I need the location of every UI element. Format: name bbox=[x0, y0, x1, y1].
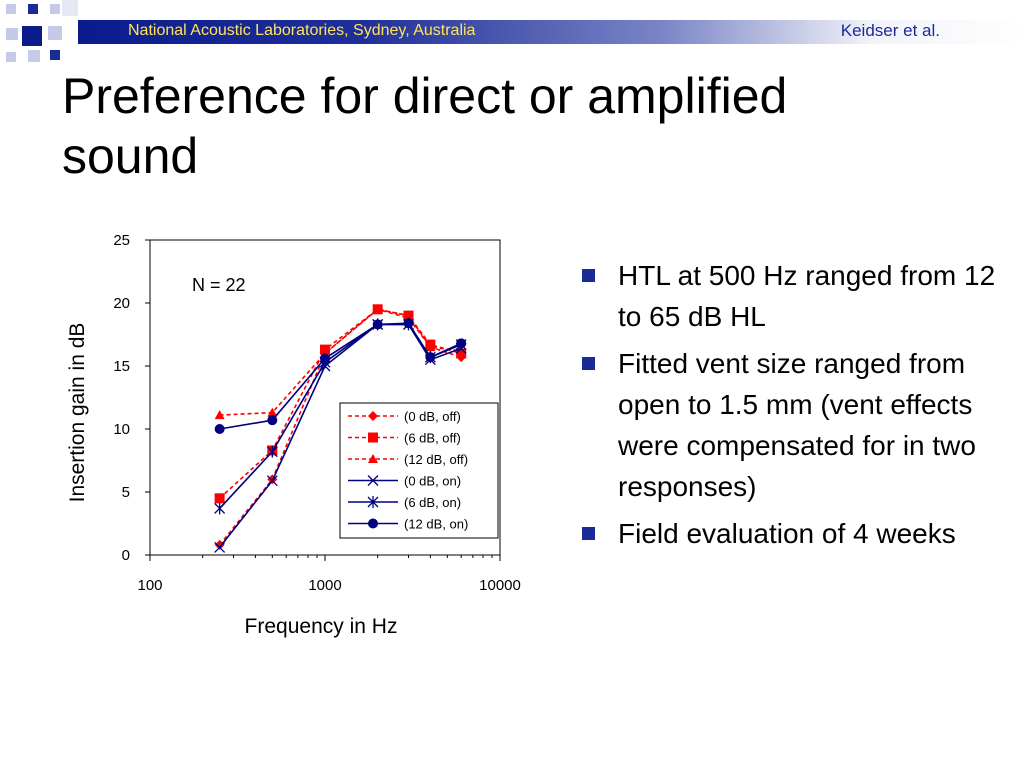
data-point bbox=[372, 319, 383, 330]
square-bullet-icon bbox=[582, 269, 595, 282]
bullet-text: HTL at 500 Hz ranged from 12 to 65 dB HL bbox=[618, 260, 996, 332]
bullet-item: Field evaluation of 4 weeks bbox=[580, 513, 1000, 554]
legend-marker-group bbox=[368, 518, 378, 529]
chart: 0 5 10 15 20 25 100 1000 10000 Frequency in Hz Ins… bbox=[66, 232, 521, 638]
title-line-2: sound bbox=[62, 128, 199, 184]
legend-marker-group bbox=[367, 475, 379, 486]
data-point bbox=[267, 407, 278, 417]
square-bullet-icon bbox=[582, 357, 595, 370]
x-axis-label: Frequency in Hz bbox=[245, 615, 398, 638]
y-tick-label: 0 bbox=[122, 547, 130, 564]
deco-square bbox=[62, 0, 78, 16]
data-point bbox=[425, 352, 436, 363]
legend-label: (0 dB, on) bbox=[404, 474, 461, 489]
legend-marker-group bbox=[368, 454, 378, 463]
legend-marker bbox=[368, 518, 378, 529]
data-point bbox=[214, 493, 225, 504]
x-tick-label: 1000 bbox=[308, 577, 341, 594]
data-point bbox=[267, 415, 278, 426]
legend-label: (12 dB, on) bbox=[404, 517, 468, 532]
deco-square bbox=[28, 4, 38, 14]
header-author: Keidser et al. bbox=[840, 21, 940, 40]
square-bullet-icon bbox=[582, 527, 595, 540]
deco-square bbox=[22, 26, 42, 46]
data-point bbox=[214, 410, 225, 420]
series-2 bbox=[214, 304, 467, 420]
y-tick-label: 15 bbox=[113, 358, 130, 375]
data-point bbox=[214, 539, 225, 550]
legend-marker-group bbox=[367, 496, 379, 508]
data-point bbox=[266, 445, 278, 458]
annotation-n: N = 22 bbox=[192, 275, 246, 295]
data-point bbox=[214, 502, 226, 515]
bullet-text: Fitted vent size ranged from open to 1.5… bbox=[618, 348, 976, 502]
legend-label: (6 dB, on) bbox=[404, 495, 461, 510]
data-point bbox=[214, 541, 226, 553]
bullet-list: HTL at 500 Hz ranged from 12 to 65 dB HL… bbox=[580, 255, 1000, 560]
data-point bbox=[456, 338, 467, 349]
deco-square bbox=[28, 50, 40, 62]
y-tick-label: 5 bbox=[122, 484, 130, 501]
legend-label: (0 dB, off) bbox=[404, 409, 461, 424]
y-axis-label: Insertion gain in dB bbox=[66, 323, 89, 503]
legend-marker bbox=[368, 432, 378, 443]
y-tick-label: 20 bbox=[113, 295, 130, 312]
data-point bbox=[425, 342, 436, 352]
chart-container: 0 5 10 15 20 25 100 1000 10000 Frequency in Hz Ins… bbox=[40, 215, 560, 655]
header-organization: National Acoustic Laboratories, Sydney, … bbox=[128, 22, 476, 39]
x-tick-label: 10000 bbox=[479, 577, 521, 594]
bullet-item: Fitted vent size ranged from open to 1.5… bbox=[580, 343, 1000, 507]
x-tick-label: 100 bbox=[137, 577, 162, 594]
title-line-1: Preference for direct or amplified bbox=[62, 68, 788, 124]
legend-marker-group bbox=[368, 411, 378, 421]
deco-square bbox=[48, 26, 62, 40]
legend-marker bbox=[368, 411, 378, 421]
data-point bbox=[403, 318, 414, 329]
legend-marker bbox=[367, 475, 379, 486]
legend-label: (12 dB, off) bbox=[404, 452, 468, 467]
y-tick-label: 25 bbox=[113, 232, 130, 249]
legend-marker bbox=[368, 454, 378, 463]
decorative-squares bbox=[0, 0, 120, 80]
deco-square bbox=[6, 52, 16, 62]
legend-marker-group bbox=[368, 432, 378, 443]
deco-square bbox=[50, 4, 60, 14]
y-tick-label: 10 bbox=[113, 421, 130, 438]
series-5 bbox=[214, 318, 467, 434]
data-point bbox=[266, 475, 278, 487]
bullet-text: Field evaluation of 4 weeks bbox=[618, 518, 956, 549]
slide-title: Preference for direct or amplified sound bbox=[62, 66, 962, 186]
data-point bbox=[214, 424, 225, 434]
deco-square bbox=[50, 50, 60, 60]
header-bar bbox=[78, 20, 1024, 44]
legend-label: (6 dB, off) bbox=[404, 431, 461, 446]
bullet-item: HTL at 500 Hz ranged from 12 to 65 dB HL bbox=[580, 255, 1000, 337]
data-point bbox=[372, 304, 383, 314]
data-point bbox=[320, 353, 330, 364]
legend-marker bbox=[367, 496, 379, 508]
deco-square bbox=[6, 4, 16, 14]
data-point bbox=[403, 310, 414, 320]
deco-square bbox=[6, 28, 18, 40]
legend-box bbox=[339, 402, 499, 539]
